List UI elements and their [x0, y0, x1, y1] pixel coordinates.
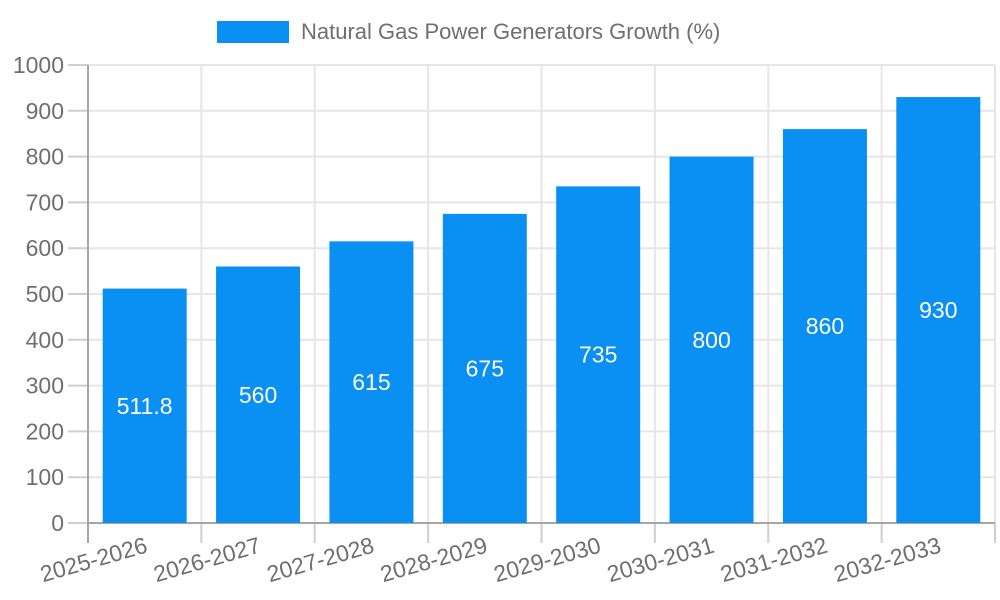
- x-tick-label: 2026-2027: [151, 532, 264, 587]
- bar-value-label: 860: [806, 313, 844, 339]
- bar-2025-2026[interactable]: [102, 288, 187, 523]
- bar-value-label: 615: [352, 369, 390, 395]
- y-tick-label: 500: [26, 281, 64, 307]
- x-tick-label: 2027-2028: [264, 532, 377, 587]
- bar-2026-2027[interactable]: [216, 266, 301, 523]
- bar-2027-2028[interactable]: [329, 241, 414, 523]
- bar-2030-2031[interactable]: [669, 156, 754, 523]
- y-tick-label: 700: [26, 189, 64, 215]
- bar-value-label: 675: [466, 355, 504, 381]
- bar-2028-2029[interactable]: [442, 213, 527, 523]
- bar-value-label: 735: [579, 342, 617, 368]
- y-tick-label: 100: [26, 464, 64, 490]
- y-tick-label: 0: [51, 510, 64, 536]
- y-tick-label: 1000: [13, 52, 64, 78]
- y-tick-label: 900: [26, 98, 64, 124]
- y-tick-label: 600: [26, 235, 64, 261]
- y-tick-label: 200: [26, 418, 64, 444]
- y-tick-label: 800: [26, 144, 64, 170]
- x-tick-label: 2031-2032: [717, 532, 830, 587]
- legend-label: Natural Gas Power Generators Growth (%): [301, 19, 721, 44]
- bar-2032-2033[interactable]: [896, 97, 981, 523]
- chart-legend[interactable]: Natural Gas Power Generators Growth (%): [217, 18, 720, 46]
- y-tick-label: 400: [26, 327, 64, 353]
- x-tick-label: 2025-2026: [37, 532, 150, 587]
- bar-value-label: 560: [239, 382, 277, 408]
- bar-2031-2032[interactable]: [782, 129, 867, 523]
- x-tick-label: 2029-2030: [491, 532, 604, 587]
- bar-value-label: 511.8: [117, 393, 173, 419]
- x-tick-label: 2030-2031: [604, 532, 717, 587]
- bar-2029-2030[interactable]: [556, 186, 641, 523]
- y-tick-label: 300: [26, 373, 64, 399]
- x-tick-label: 2028-2029: [377, 532, 490, 587]
- x-tick-label: 2032-2033: [831, 532, 944, 587]
- bar-value-label: 800: [692, 327, 730, 353]
- legend-swatch: [217, 21, 289, 43]
- bar-value-label: 930: [919, 297, 957, 323]
